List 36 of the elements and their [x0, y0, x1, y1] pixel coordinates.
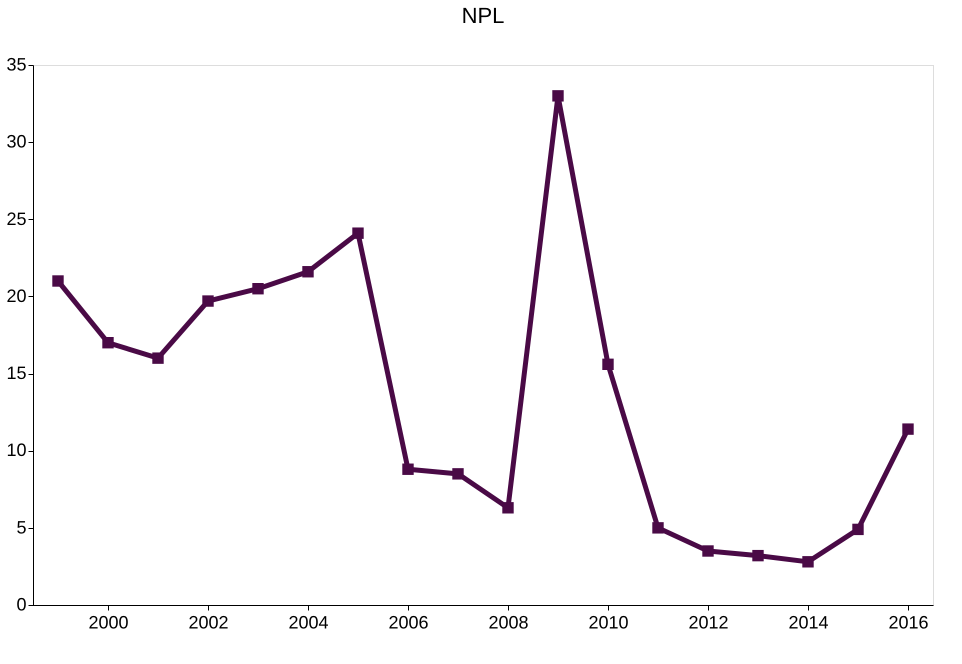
- point: [302, 266, 314, 278]
- point: [652, 522, 664, 534]
- y-tick-label: 10: [6, 440, 26, 460]
- x-tick-label: 2014: [788, 612, 829, 632]
- x-tick-label: 2008: [488, 612, 529, 632]
- y-tick-label: 35: [6, 54, 26, 74]
- y-tick-label: 30: [6, 132, 26, 152]
- x-tick-label: 2004: [288, 612, 329, 632]
- y-tick-label: 5: [16, 517, 26, 538]
- point: [902, 423, 914, 435]
- point: [602, 358, 614, 370]
- point: [352, 227, 364, 239]
- x-tick-label: 2010: [588, 612, 629, 632]
- point: [402, 464, 414, 475]
- point: [752, 550, 764, 562]
- x-tick-label: 2002: [188, 612, 229, 632]
- chart-title: NPL: [462, 3, 504, 28]
- point: [202, 295, 214, 307]
- y-tick-label: 25: [6, 208, 26, 229]
- y-tick-label: 0: [16, 594, 26, 614]
- point: [52, 275, 64, 287]
- point: [552, 90, 564, 102]
- point: [802, 556, 814, 568]
- point: [102, 337, 114, 348]
- x-tick-label: 2006: [388, 612, 429, 632]
- y-tick-label: 20: [6, 286, 26, 306]
- point: [152, 352, 164, 364]
- point: [452, 468, 464, 480]
- point: [852, 524, 864, 536]
- x-tick-label: 2012: [688, 612, 729, 632]
- point: [702, 545, 714, 557]
- x-tick-label: 2016: [888, 612, 929, 632]
- x-tick-label: 2000: [88, 612, 129, 632]
- point: [252, 283, 264, 294]
- point: [502, 502, 514, 514]
- y-tick-label: 15: [6, 363, 26, 384]
